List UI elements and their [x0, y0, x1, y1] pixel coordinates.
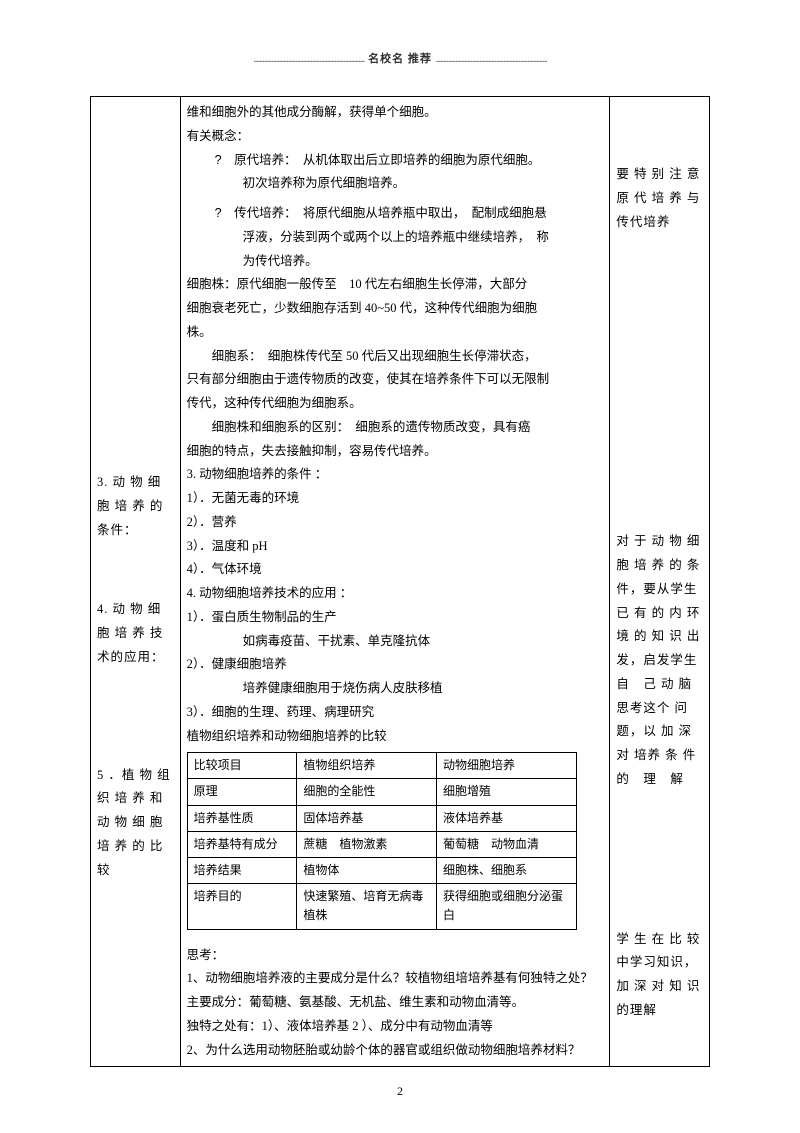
- note-3: 学 生 在 比 较中学习知识，加 深 对 知 识的理解: [616, 928, 703, 1023]
- table-header: 动物细胞培养: [436, 753, 576, 779]
- left-column: 3. 动 物 细 胞 培 养 的 条件： 4. 动 物 细 胞 培 养 技 术的…: [91, 97, 181, 1067]
- header-dots-right: ........................................…: [436, 54, 547, 65]
- text-line: 传代，这种传代细胞为细胞系。: [187, 392, 604, 416]
- table-cell: 蔗糖 植物激素: [297, 831, 437, 857]
- left-sec-3: 3. 动 物 细 胞 培 养 的 条件：: [97, 471, 174, 542]
- left-sec-5: 5 ．植 物 组 织 培 养 和 动 物 细 胞 培 养 的 比 较: [97, 764, 174, 883]
- comparison-table: 比较项目 植物组织培养 动物细胞培养 原理 细胞的全能性 细胞增殖 培养基性质 …: [187, 752, 577, 929]
- page-number: 2: [0, 1084, 800, 1099]
- text-line: 浮液，分装到两个或两个以上的培养瓶中继续培养， 称: [187, 226, 604, 250]
- question-2: 2、为什么选用动物胚胎或幼龄个体的器官或组织做动物细胞培养材料？: [187, 1039, 604, 1063]
- table-cell: 植物体: [297, 858, 437, 884]
- table-cell: 培养基性质: [187, 805, 297, 831]
- table-cell: 细胞增殖: [436, 779, 576, 805]
- bullet-q1: ? 原代培养： 从机体取出后立即培养的细胞为原代细胞。: [187, 149, 604, 173]
- answer-1a: 主要成分：葡萄糖、氨基酸、无机盐、维生素和动物血清等。: [187, 991, 604, 1015]
- app-2: 2）．健康细胞培养: [187, 653, 604, 677]
- text-line: 有关概念：: [187, 125, 604, 149]
- text-line: 只有部分细胞由于遗传物质的改变，使其在培养条件下可以无限制: [187, 368, 604, 392]
- table-cell: 葡萄糖 动物血清: [436, 831, 576, 857]
- text-line: 细胞株：原代细胞一般传至 10 代左右细胞生长停滞，大部分: [187, 273, 604, 297]
- app-2-detail: 培养健康细胞用于烧伤病人皮肤移植: [187, 677, 604, 701]
- cond-1: 1）．无菌无毒的环境: [187, 487, 604, 511]
- app-1-detail: 如病毒疫苗、干扰素、单克隆抗体: [187, 630, 604, 654]
- text-line: 细胞系： 细胞株传代至 50 代后又出现细胞生长停滞状态，: [187, 345, 604, 369]
- table-header: 比较项目: [187, 753, 297, 779]
- header-title: 名校名 推荐: [368, 53, 432, 65]
- header-dots-left: ........................................…: [253, 54, 364, 65]
- question-mark-icon: ?: [215, 153, 222, 167]
- question-1: 1、动物细胞培养液的主要成分是什么？较植物组培培养基有何独特之处？: [187, 967, 604, 991]
- table-cell: 固体培养基: [297, 805, 437, 831]
- table-cell: 培养结果: [187, 858, 297, 884]
- note-2: 对 于 动 物 细 胞 培 养 的 条 件，要从学生已 有 的 内 环境 的 知…: [616, 530, 703, 791]
- table-cell: 细胞的全能性: [297, 779, 437, 805]
- table-cell: 快速繁殖、培育无病毒植株: [297, 884, 437, 929]
- table-cell: 培养目的: [187, 884, 297, 929]
- left-sec-4: 4. 动 物 细 胞 培 养 技 术的应用：: [97, 598, 174, 669]
- table-cell: 液体培养基: [436, 805, 576, 831]
- main-content-table: 3. 动 物 细 胞 培 养 的 条件： 4. 动 物 细 胞 培 养 技 术的…: [90, 96, 710, 1067]
- text-line: 为传代培养。: [187, 250, 604, 274]
- table-cell: 培养基特有成分: [187, 831, 297, 857]
- bullet-q2: ? 传代培养： 将原代细胞从培养瓶中取出， 配制成细胞悬: [187, 202, 604, 226]
- cond-4: 4）．气体环境: [187, 558, 604, 582]
- app-3: 3）．细胞的生理、药理、病理研究: [187, 701, 604, 725]
- table-cell: 细胞株、细胞系: [436, 858, 576, 884]
- table-cell: 原理: [187, 779, 297, 805]
- cond-3: 3）．温度和 pH: [187, 535, 604, 559]
- compare-heading: 植物组织培养和动物细胞培养的比较: [187, 725, 604, 749]
- table-cell: 获得细胞或细胞分泌蛋白: [436, 884, 576, 929]
- answer-1b: 独特之处有：1）、液体培养基 2 ）、成分中有动物血清等: [187, 1015, 604, 1039]
- section-heading: 4. 动物细胞培养技术的应用 ：: [187, 582, 604, 606]
- table-header: 植物组织培养: [297, 753, 437, 779]
- section-heading: 3. 动物细胞培养的条件 ：: [187, 463, 604, 487]
- text-line: 初次培养称为原代细胞培养。: [187, 172, 604, 196]
- middle-column: 维和细胞外的其他成分酶解，获得单个细胞。 有关概念： ? 原代培养： 从机体取出…: [180, 97, 610, 1067]
- text-line: 细胞衰老死亡，少数细胞存活到 40~50 代，这种传代细胞为细胞: [187, 297, 604, 321]
- question-mark-icon: ?: [215, 206, 222, 220]
- right-column: 要 特 别 注 意原 代 培 养 与传代培养 对 于 动 物 细 胞 培 养 的…: [610, 97, 710, 1067]
- app-1: 1）．蛋白质生物制品的生产: [187, 606, 604, 630]
- text-line: 细胞的特点，失去接触抑制，容易传代培养。: [187, 440, 604, 464]
- text-line: 维和细胞外的其他成分酶解，获得单个细胞。: [187, 101, 604, 125]
- note-1: 要 特 别 注 意原 代 培 养 与传代培养: [616, 163, 703, 234]
- cond-2: 2）．营养: [187, 511, 604, 535]
- text-line: 株。: [187, 321, 604, 345]
- page-header: ........................................…: [0, 0, 800, 76]
- think-heading: 思考：: [187, 944, 604, 968]
- text-line: 细胞株和细胞系的区别： 细胞系的遗传物质改变，具有癌: [187, 416, 604, 440]
